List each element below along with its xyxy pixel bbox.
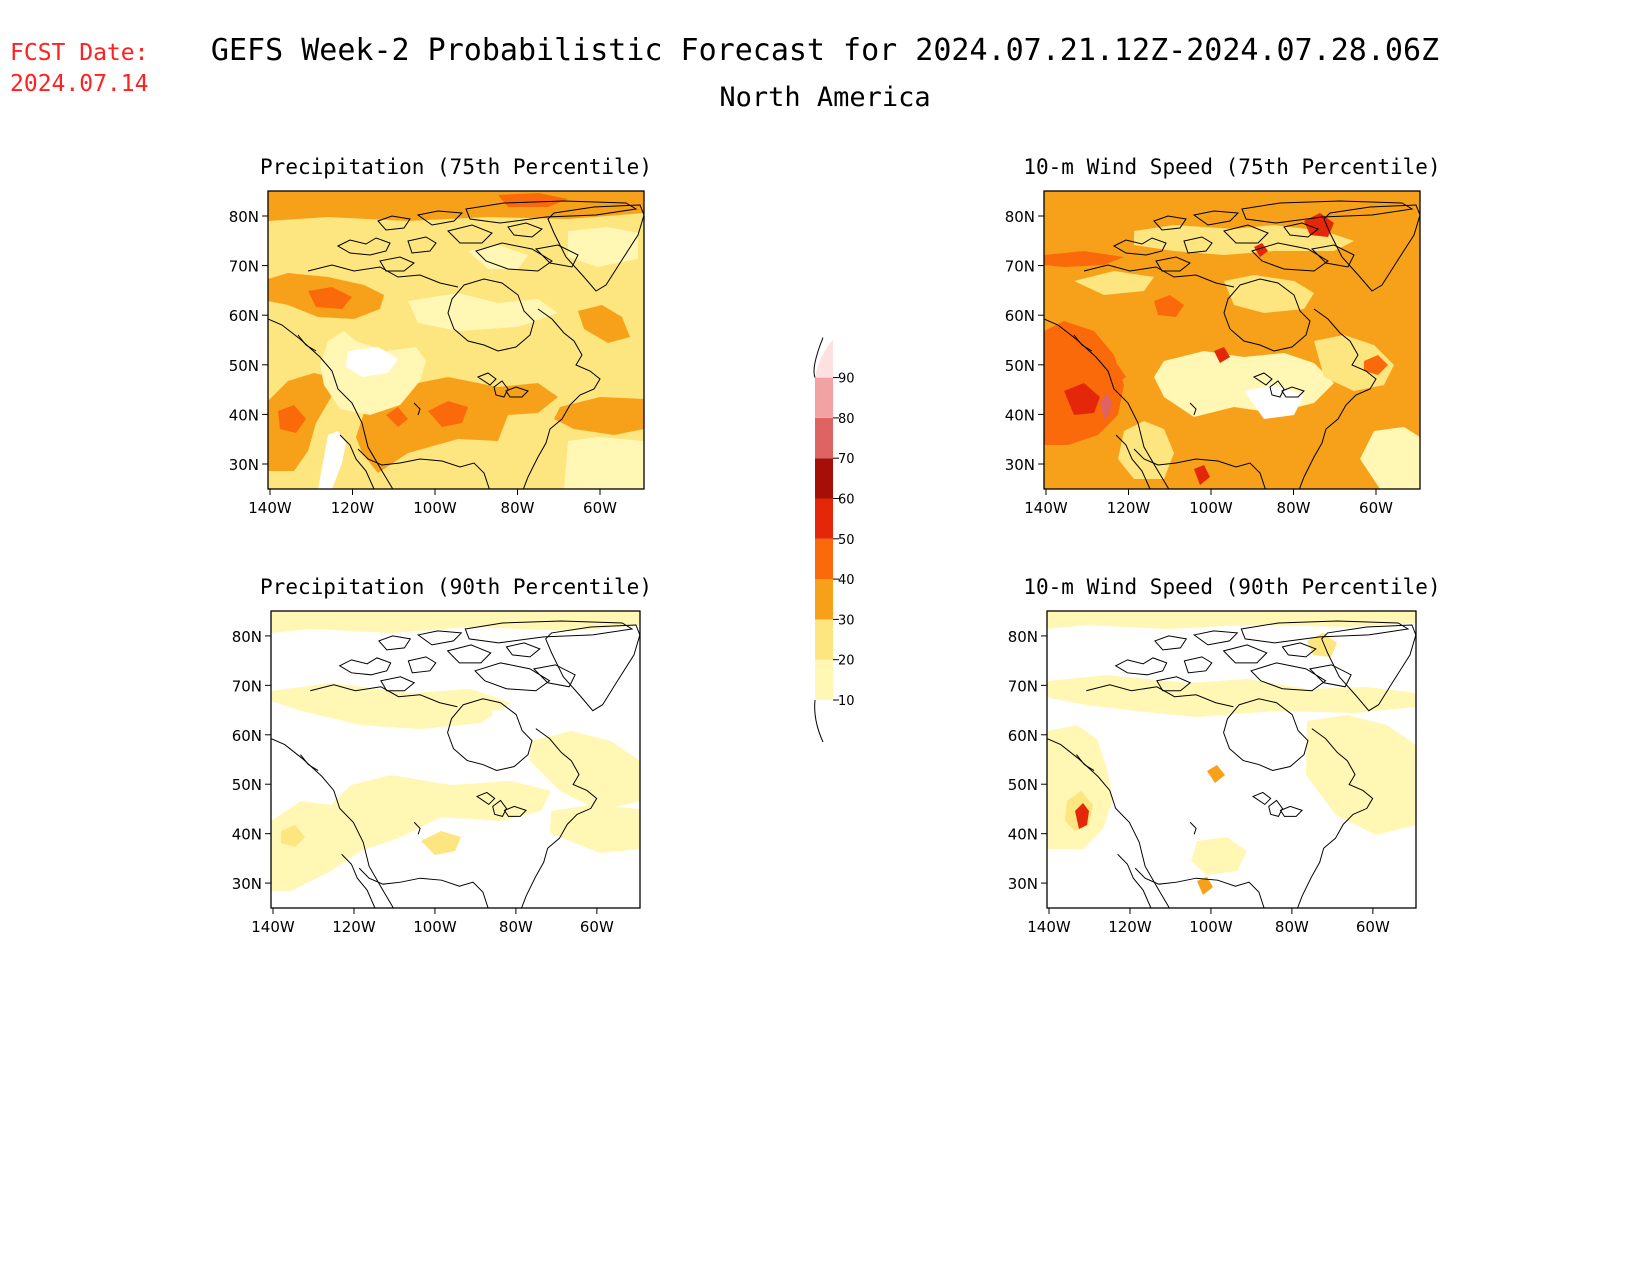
- color-legend: 10 20 30 40 50 60 70 80 90: [813, 337, 855, 743]
- lat-tick-label: 40N: [1008, 826, 1038, 844]
- lat-tick-label: 70N: [1005, 258, 1035, 276]
- lon-tick-label: 140W: [1027, 918, 1071, 936]
- map-frame: [1046, 610, 1417, 909]
- lat-tick-label: 80N: [1005, 208, 1035, 226]
- lon-tick-label: 80W: [1277, 499, 1311, 517]
- panel-wind-90: 10-m Wind Speed (90th Percentile): [1023, 575, 1441, 909]
- map-frame: [270, 610, 641, 909]
- legend-swatch: [815, 417, 833, 459]
- legend-level-label: 10: [838, 694, 855, 709]
- lat-tick-label: 40N: [1005, 406, 1035, 424]
- lon-tick-label: 60W: [583, 499, 617, 517]
- lat-tick-label: 70N: [232, 677, 262, 695]
- lon-tick-label: 80W: [1275, 918, 1309, 936]
- legend-swatch: [815, 619, 833, 660]
- lat-tick-label: 40N: [229, 406, 259, 424]
- lat-tick-label: 80N: [232, 628, 262, 646]
- lon-tick-label: 80W: [501, 499, 535, 517]
- lat-tick-label: 30N: [1008, 875, 1038, 893]
- lat-tick-label: 80N: [1008, 628, 1038, 646]
- legend-swatch-top: [815, 339, 833, 378]
- figure-subtitle: North America: [719, 82, 930, 113]
- legend-level-label: 50: [838, 533, 855, 548]
- panel-title: Precipitation (75th Percentile): [260, 155, 652, 179]
- panel-title: 10-m Wind Speed (75th Percentile): [1023, 155, 1440, 179]
- lon-tick-label: 120W: [332, 918, 376, 936]
- legend-swatch: [815, 458, 833, 499]
- lon-tick-label: 100W: [1189, 918, 1233, 936]
- legend-swatch: [815, 538, 833, 580]
- lat-tick-label: 40N: [232, 826, 262, 844]
- legend-level-label: 70: [838, 452, 855, 467]
- legend-swatch: [815, 579, 833, 620]
- lon-tick-label: 140W: [1024, 499, 1068, 517]
- lon-tick-label: 100W: [413, 918, 457, 936]
- map-frame: [1043, 190, 1421, 490]
- precip-90-map: [271, 611, 640, 908]
- fcst-date-value: 2024.07.14: [10, 71, 148, 97]
- lat-tick-label: 60N: [229, 307, 259, 325]
- legend-level-label: 90: [838, 372, 855, 387]
- panel-title: 10-m Wind Speed (90th Percentile): [1023, 575, 1440, 599]
- panel-wind-75: 10-m Wind Speed (75th Percentile): [1023, 155, 1441, 490]
- lat-tick-label: 50N: [1005, 357, 1035, 375]
- lat-tick-label: 60N: [1008, 727, 1038, 745]
- legend-level-label: 30: [838, 613, 855, 628]
- lat-tick-label: 80N: [229, 208, 259, 226]
- lat-tick-label: 60N: [232, 727, 262, 745]
- lat-tick-label: 50N: [232, 776, 262, 794]
- lon-tick-label: 100W: [413, 499, 457, 517]
- lon-tick-label: 120W: [1108, 918, 1152, 936]
- lat-tick-label: 30N: [232, 875, 262, 893]
- lon-tick-label: 140W: [248, 499, 292, 517]
- lon-tick-label: 80W: [499, 918, 533, 936]
- legend-swatch: [815, 377, 833, 418]
- legend-outline: [813, 337, 824, 378]
- legend-swatch: [815, 498, 833, 539]
- map-frame: [267, 190, 645, 490]
- lon-tick-label: 100W: [1189, 499, 1233, 517]
- wind-75-map: [1044, 191, 1420, 489]
- lon-tick-label: 140W: [251, 918, 295, 936]
- legend-outline: [814, 699, 824, 743]
- lon-tick-label: 60W: [1359, 499, 1393, 517]
- lon-tick-label: 120W: [1107, 499, 1151, 517]
- axis-ticks: 140W 120W 100W 80W 60W 80N 70N 60N 50N 40N 30N 140W…: [229, 208, 1393, 936]
- lat-tick-label: 50N: [229, 357, 259, 375]
- panel-precip-90: Precipitation (90th Percentile): [260, 575, 652, 909]
- fcst-date-label: FCST Date:: [10, 40, 148, 66]
- lat-tick-label: 60N: [1005, 307, 1035, 325]
- lon-tick-label: 60W: [1356, 918, 1390, 936]
- legend-level-label: 80: [838, 412, 855, 427]
- legend-level-label: 60: [838, 493, 855, 508]
- lon-tick-label: 120W: [331, 499, 375, 517]
- legend-swatch: [815, 659, 833, 700]
- precip-75-map: [268, 191, 644, 489]
- panel-title: Precipitation (90th Percentile): [260, 575, 652, 599]
- lat-tick-label: 30N: [1005, 456, 1035, 474]
- lat-tick-label: 70N: [1008, 677, 1038, 695]
- figure-title: GEFS Week-2 Probabilistic Forecast for 2…: [211, 33, 1439, 68]
- lat-tick-label: 50N: [1008, 776, 1038, 794]
- lat-tick-label: 70N: [229, 258, 259, 276]
- lat-tick-label: 30N: [229, 456, 259, 474]
- wind-90-map: [1047, 611, 1416, 908]
- legend-level-label: 40: [838, 573, 855, 588]
- panel-precip-75: Precipitation (75th Percentile): [260, 155, 652, 490]
- legend-level-label: 20: [838, 654, 855, 669]
- lon-tick-label: 60W: [580, 918, 614, 936]
